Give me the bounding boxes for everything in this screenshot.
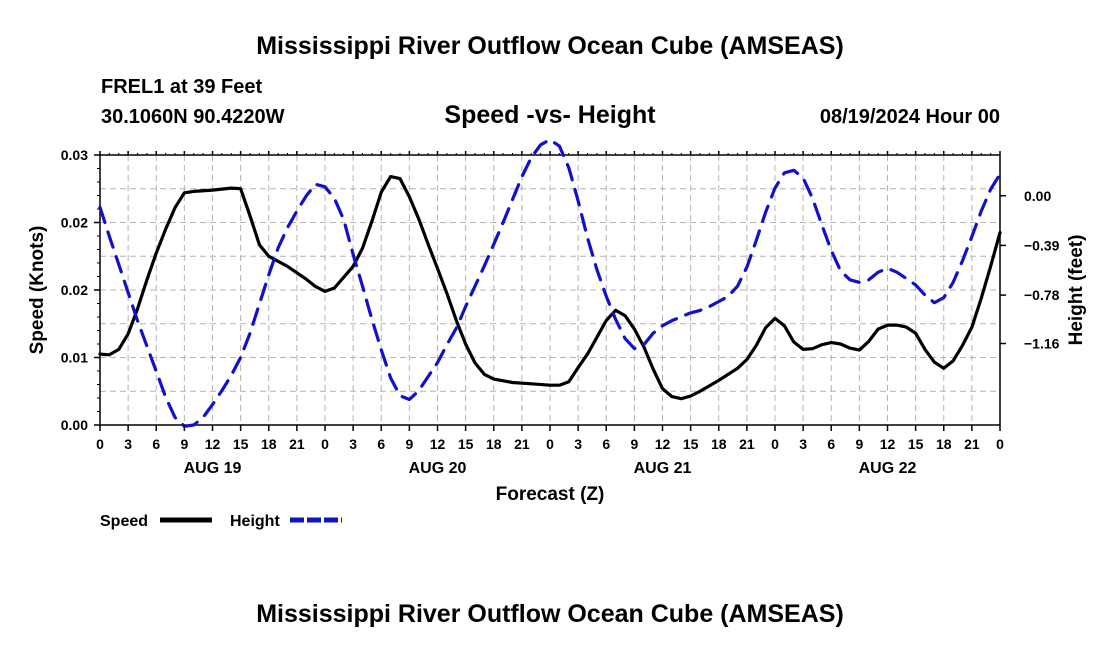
x-tick-label: 15: [233, 436, 249, 452]
x-tick-label: 6: [152, 436, 160, 452]
x-tick-label: 21: [739, 436, 755, 452]
legend-label: Height: [230, 513, 280, 530]
x-tick-label: 15: [908, 436, 924, 452]
y2-tick-label: −0.39: [1024, 237, 1060, 253]
x-tick-label: 6: [377, 436, 385, 452]
y-axis-title: Speed (Knots): [27, 226, 48, 355]
x-day-label: AUG 19: [184, 460, 242, 477]
legend-item-height: Height: [230, 513, 342, 530]
axis-labels: 0.00 0.01 0.02 0.02 0.03 0.00 −0.39 −0.78 −1.16 0…: [27, 147, 1087, 505]
y-tick-label: 0.02: [61, 215, 88, 231]
x-tick-label: 15: [683, 436, 699, 452]
forecast-date-label: 08/19/2024 Hour 00: [819, 106, 1000, 128]
x-tick-label: 0: [771, 436, 779, 452]
x-tick-label: 18: [486, 436, 502, 452]
x-tick-label: 21: [514, 436, 530, 452]
y-tick-label: 0.03: [61, 147, 88, 163]
speed-series-line: [98, 175, 1002, 401]
y2-axis-title: Height (feet): [1066, 235, 1087, 346]
x-tick-label: 6: [602, 436, 610, 452]
x-tick-label: 9: [630, 436, 638, 452]
series-layer: [98, 138, 1002, 428]
x-tick-label: 21: [964, 436, 980, 452]
x-tick-label: 15: [458, 436, 474, 452]
x-day-label: AUG 20: [409, 460, 467, 477]
height-series-line: [98, 138, 1002, 428]
x-tick-label: 9: [405, 436, 413, 452]
x-tick-label: 12: [655, 436, 671, 452]
x-tick-label: 12: [430, 436, 446, 452]
x-tick-label: 18: [261, 436, 277, 452]
x-tick-label: 0: [96, 436, 104, 452]
y2-tick-label: 0.00: [1024, 188, 1051, 204]
chart-grid: [100, 155, 1000, 425]
x-tick-label: 6: [827, 436, 835, 452]
x-axis-title: Forecast (Z): [496, 484, 605, 505]
x-tick-label: 3: [574, 436, 582, 452]
y-tick-label: 0.02: [61, 282, 88, 298]
chart-subtitle: Speed -vs- Height: [444, 101, 656, 129]
y-tick-label: 0.00: [61, 417, 88, 433]
x-tick-label: 12: [205, 436, 221, 452]
chart-legend: Speed Height: [100, 513, 342, 530]
x-tick-label: 12: [880, 436, 896, 452]
x-day-label: AUG 21: [634, 460, 692, 477]
x-tick-label: 9: [180, 436, 188, 452]
y2-tick-label: −0.78: [1024, 287, 1060, 303]
legend-item-speed: Speed: [100, 513, 212, 530]
page-title: Mississippi River Outflow Ocean Cube (AM…: [256, 32, 844, 60]
x-tick-label: 3: [124, 436, 132, 452]
x-tick-label: 3: [799, 436, 807, 452]
x-tick-label: 3: [349, 436, 357, 452]
x-tick-label: 0: [321, 436, 329, 452]
x-tick-label: 18: [936, 436, 952, 452]
x-day-label: AUG 22: [859, 460, 917, 477]
axis-ticks: [94, 151, 1006, 431]
y2-tick-label: −1.16: [1024, 335, 1060, 351]
page-title-repeat: Mississippi River Outflow Ocean Cube (AM…: [256, 600, 844, 628]
x-tick-label: 0: [996, 436, 1004, 452]
station-label: FREL1 at 39 Feet: [101, 76, 263, 98]
y-tick-label: 0.01: [61, 350, 88, 366]
x-tick-label: 21: [289, 436, 305, 452]
coordinates-label: 30.1060N 90.4220W: [101, 106, 285, 128]
legend-label: Speed: [100, 513, 148, 530]
x-tick-label: 0: [546, 436, 554, 452]
x-tick-label: 18: [711, 436, 727, 452]
x-tick-label: 9: [855, 436, 863, 452]
